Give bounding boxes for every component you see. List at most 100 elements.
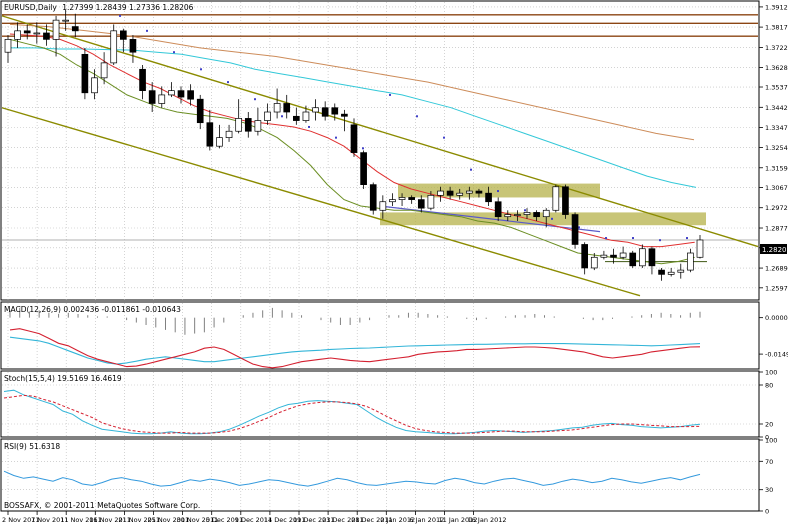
channel-lower [1, 107, 641, 297]
time-tick-0: 2 Nov 2011 [2, 516, 40, 524]
macd-panel[interactable] [0, 301, 760, 370]
macd-label: MACD(12,26,9) 0.002436 -0.011861 -0.0106… [4, 305, 181, 314]
sar-point-17 [578, 226, 580, 229]
rsi-panel[interactable] [0, 438, 760, 512]
candle-body-45 [437, 190, 444, 196]
candle-body-27 [264, 111, 271, 121]
candle-body-40 [389, 199, 396, 203]
sar-point-0 [119, 14, 121, 17]
sar-point-7 [308, 125, 310, 128]
candle-body-61 [590, 256, 598, 269]
stoch-main-line [3, 389, 701, 435]
candle-body-30 [293, 115, 300, 121]
copyright-label: BOSSAFX, © 2001-2011 MetaQuotes Software… [4, 501, 200, 510]
blue-trendline [379, 205, 601, 233]
candle-body-9 [91, 77, 98, 94]
candle-body-14 [139, 68, 146, 92]
time-tick-16: 16 Jan 2012 [468, 516, 507, 524]
price-tick-10: 1.29720 [765, 204, 788, 212]
time-tick-7: 5 Dec 2011 [206, 516, 243, 524]
macd-tick-1: -0.01490 [765, 351, 788, 359]
candle-body-60 [581, 244, 588, 269]
sar-point-13 [470, 168, 472, 171]
candle-body-48 [466, 190, 473, 194]
candle-body-56 [542, 209, 550, 218]
sar-point-2 [173, 51, 175, 54]
price-tick-6: 1.33475 [765, 124, 788, 132]
candle-body-31 [302, 111, 310, 121]
candle-body-28 [273, 103, 281, 113]
sar-point-12 [443, 136, 445, 139]
candle-body-35 [341, 113, 348, 117]
candle-body-49 [475, 190, 483, 194]
candle-body-67 [648, 248, 656, 267]
sar-point-4 [227, 81, 229, 84]
candle-body-0 [4, 39, 12, 53]
price-tick-2: 1.37225 [765, 44, 788, 52]
price-tick-11: 1.28770 [765, 225, 788, 233]
candle-body-19 [187, 90, 194, 100]
candle-body-12 [120, 30, 127, 40]
candle-body-29 [283, 103, 291, 113]
candle-body-24 [235, 118, 242, 132]
chart-header-label: EURUSD,Daily 1.27399 1.28439 1.27336 1.2… [4, 3, 194, 12]
stoch-label: Stoch(15,5,4) 19.5169 16.4619 [4, 374, 122, 383]
price-tick-8: 1.31590 [765, 164, 788, 172]
price-panel[interactable] [0, 0, 760, 301]
time-tick-1: 7 Nov 2011 [31, 516, 69, 524]
candle-body-71 [687, 252, 694, 271]
time-tick-9: 14 Dec 2011 [264, 516, 306, 524]
candle-body-55 [533, 212, 540, 218]
candle-body-42 [408, 197, 415, 200]
candle-body-7 [71, 26, 79, 32]
rsi-tick-2: 30 [765, 486, 773, 494]
candle-body-63 [610, 254, 617, 258]
last-price-label: 1.28206 [762, 246, 788, 254]
time-tick-13: 2 Jan 2012 [380, 516, 415, 524]
candle-body-22 [216, 137, 223, 147]
candle-body-32 [312, 107, 319, 113]
symbol-label: EURUSD,Daily [4, 3, 57, 12]
candle-body-72 [696, 239, 704, 258]
price-tick-5: 1.34420 [765, 104, 788, 112]
stoch-panel[interactable] [0, 370, 760, 438]
sar-point-15 [524, 209, 526, 212]
candle-body-36 [350, 124, 358, 153]
sar-point-14 [497, 190, 499, 193]
macd-main-line [9, 328, 701, 369]
candle-body-44 [427, 194, 435, 209]
candle-body-6 [62, 19, 69, 22]
sar-point-3 [200, 68, 202, 71]
candle-body-41 [398, 197, 406, 200]
candle-body-51 [494, 201, 502, 218]
time-tick-15: 11 Jan 2012 [439, 516, 478, 524]
rsi-line [3, 470, 701, 487]
candle-body-17 [168, 90, 175, 96]
channel-upper [1, 15, 759, 248]
candle-body-66 [639, 248, 646, 267]
time-tick-5: 25 Nov 2011 [148, 516, 190, 524]
price-tick-7: 1.32540 [765, 144, 788, 152]
sar-point-20 [659, 239, 661, 242]
trend-channel [1, 15, 759, 297]
time-tick-4: 21 Nov 2011 [118, 516, 160, 524]
candle-body-21 [206, 122, 214, 147]
candle-body-1 [14, 30, 21, 40]
candle-body-3 [33, 32, 41, 35]
sar-point-21 [686, 237, 688, 240]
indicator-lines [3, 307, 701, 487]
ma-olive-line [9, 38, 695, 265]
candle-body-18 [177, 90, 185, 98]
stoch-tick-2: 20 [765, 421, 773, 429]
sar-point-16 [551, 217, 553, 220]
candle-body-58 [562, 186, 569, 215]
time-tick-6: 30 Nov 2011 [177, 516, 219, 524]
price-tick-13: 1.26895 [765, 265, 788, 273]
macd-signal-line [9, 336, 701, 365]
rsi-label: RSI(9) 51.6318 [4, 442, 60, 451]
candle-body-15 [148, 90, 156, 104]
